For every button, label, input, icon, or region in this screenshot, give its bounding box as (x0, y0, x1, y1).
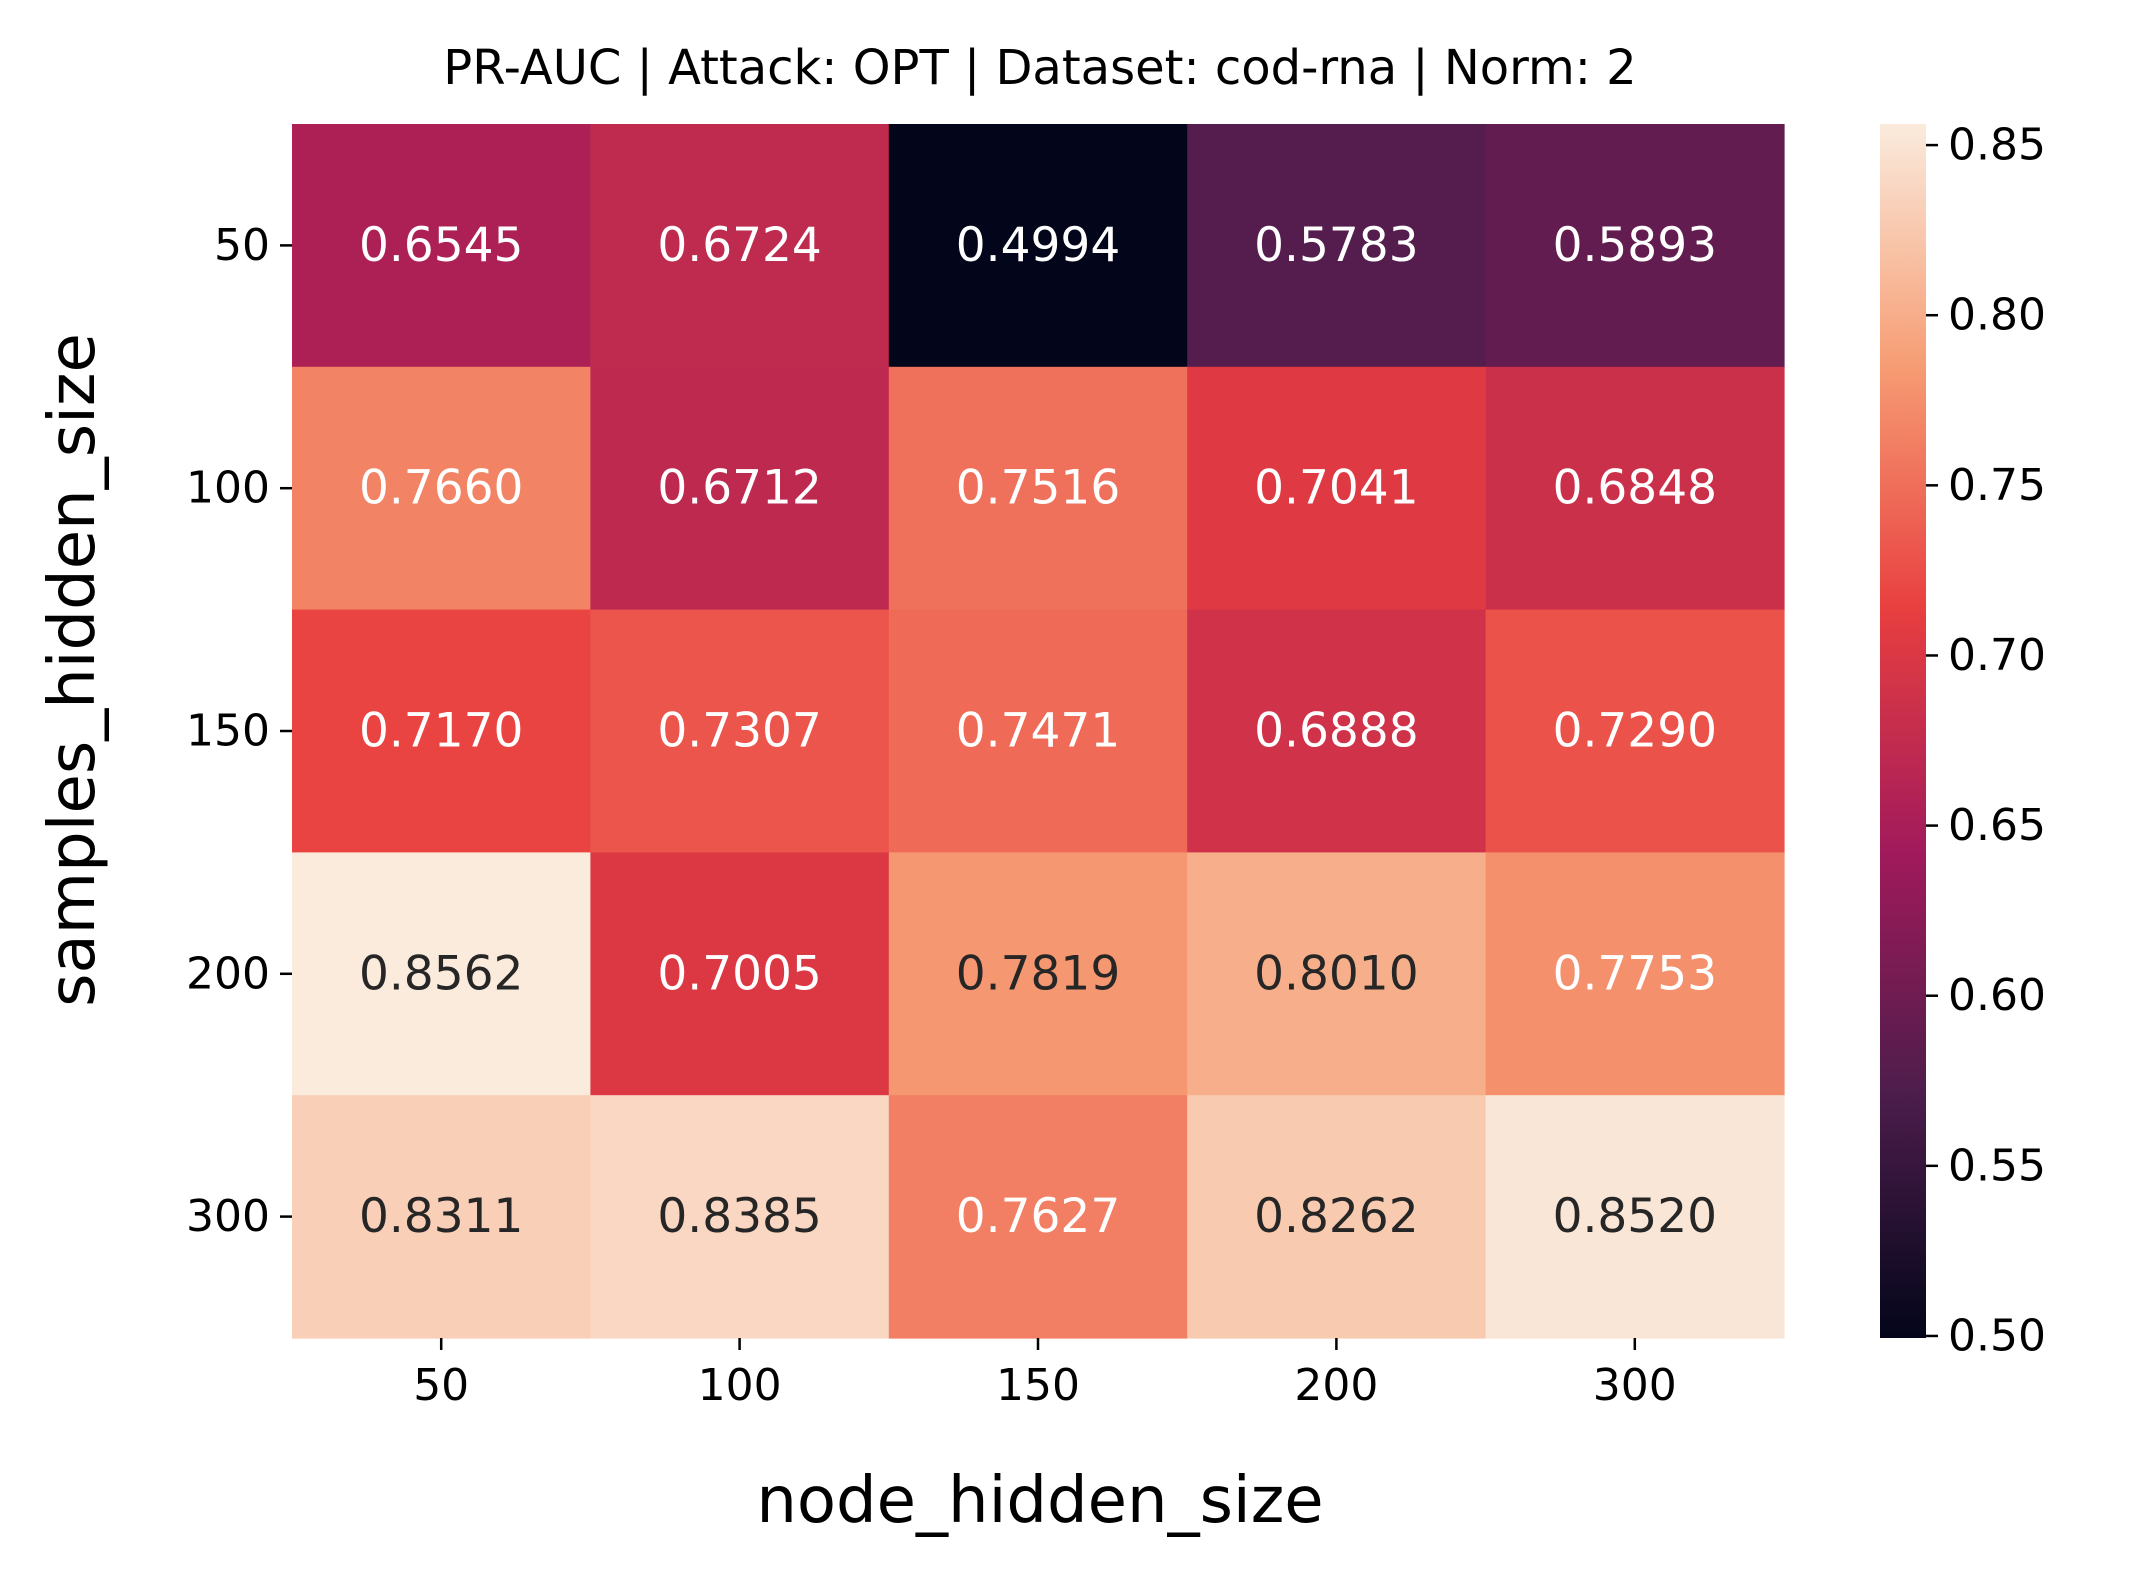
colorbar-tick-label: 0.55 (1948, 1140, 2046, 1191)
cell-value-label: 0.4994 (956, 218, 1120, 273)
heatmap-cell (590, 852, 890, 1096)
x-tick-label: 50 (413, 1360, 469, 1411)
colorbar-tick-label: 0.50 (1948, 1310, 2046, 1361)
heatmap-cell (1485, 852, 1785, 1096)
heatmap-cell (888, 852, 1188, 1096)
y-tick-label: 50 (214, 220, 270, 271)
cell-value-label: 0.7516 (956, 461, 1120, 516)
colorbar-tick-label: 0.60 (1948, 970, 2046, 1021)
colorbar-tick-label: 0.65 (1948, 800, 2046, 851)
cell-value-label: 0.8385 (657, 1189, 821, 1244)
heatmap-cell (590, 366, 890, 611)
cell-value-label: 0.7471 (956, 704, 1120, 759)
heatmap-cell (1187, 609, 1487, 853)
heatmap-cell (1187, 124, 1487, 368)
y-tick-label: 300 (186, 1191, 270, 1242)
heatmap-cell (292, 1095, 591, 1339)
heatmap-cell (1485, 1095, 1785, 1339)
colorbar-tick-label: 0.70 (1948, 630, 2046, 681)
heatmap-cell (590, 124, 890, 368)
heatmap-cell (292, 366, 591, 611)
cell-value-label: 0.6724 (657, 218, 821, 273)
cell-value-label: 0.7005 (657, 946, 821, 1001)
cell-value-label: 0.6888 (1254, 704, 1418, 759)
heatmap-cell-labels: 0.6545 0.6724 0.4994 0.5783 0.5893 0.7660 0.67… (359, 218, 1717, 1244)
cell-value-label: 0.7660 (359, 461, 523, 516)
heatmap-cell (1485, 609, 1785, 853)
heatmap-cell (590, 609, 890, 853)
cell-value-label: 0.7041 (1254, 461, 1418, 516)
cell-value-label: 0.7290 (1553, 704, 1717, 759)
cell-value-label: 0.8010 (1254, 946, 1418, 1001)
heatmap-cell (292, 852, 591, 1096)
heatmap-cell (888, 124, 1188, 368)
cell-value-label: 0.6545 (359, 218, 523, 273)
colorbar (1880, 124, 1926, 1338)
cell-value-label: 0.8262 (1254, 1189, 1418, 1244)
cell-value-label: 0.8520 (1553, 1189, 1717, 1244)
y-axis-label: samples_hidden_size (36, 333, 110, 1007)
heatmap-cell (1187, 1095, 1487, 1339)
cell-value-label: 0.6712 (657, 461, 821, 516)
heatmap-cell (292, 609, 591, 853)
heatmap-cell (1187, 366, 1487, 611)
x-tick-label: 100 (698, 1360, 782, 1411)
y-axis: 50 100 150 200 300 (186, 220, 292, 1242)
heatmap-cells (292, 124, 1785, 1339)
cell-value-label: 0.7307 (657, 704, 821, 759)
cell-value-label: 0.7753 (1553, 946, 1717, 1001)
colorbar-tick-label: 0.80 (1948, 290, 2046, 341)
heatmap-cell (1485, 366, 1785, 611)
cell-value-label: 0.8562 (359, 946, 523, 1001)
cell-value-label: 0.7627 (956, 1189, 1120, 1244)
heatmap-cell (888, 366, 1188, 611)
colorbar-tick-label: 0.75 (1948, 460, 2046, 511)
y-tick-label: 200 (186, 948, 270, 999)
x-tick-label: 150 (996, 1360, 1080, 1411)
heatmap-cell (888, 1095, 1188, 1339)
heatmap-cell (1485, 124, 1785, 368)
cell-value-label: 0.7170 (359, 704, 523, 759)
cell-value-label: 0.5783 (1254, 218, 1418, 273)
colorbar-tick-label: 0.85 (1948, 120, 2046, 171)
colorbar-ticks: 0.50 0.55 0.60 0.65 0.70 0.75 0.80 0.85 (1926, 120, 2046, 1361)
heatmap-cell (590, 1095, 890, 1339)
cell-value-label: 0.6848 (1553, 461, 1717, 516)
cell-value-label: 0.8311 (359, 1189, 523, 1244)
x-tick-label: 200 (1294, 1360, 1378, 1411)
x-axis-label: node_hidden_size (756, 1464, 1323, 1538)
y-tick-label: 100 (186, 463, 270, 514)
cell-value-label: 0.5893 (1553, 218, 1717, 273)
y-tick-label: 150 (186, 706, 270, 757)
heatmap-cell (292, 124, 591, 368)
heatmap-cell (888, 609, 1188, 853)
x-axis: 50 100 150 200 300 (413, 1338, 1677, 1411)
x-tick-label: 300 (1593, 1360, 1677, 1411)
heatmap-cell (1187, 852, 1487, 1096)
chart-title: PR-AUC | Attack: OPT | Dataset: cod-rna … (443, 40, 1636, 96)
cell-value-label: 0.7819 (956, 946, 1120, 1001)
